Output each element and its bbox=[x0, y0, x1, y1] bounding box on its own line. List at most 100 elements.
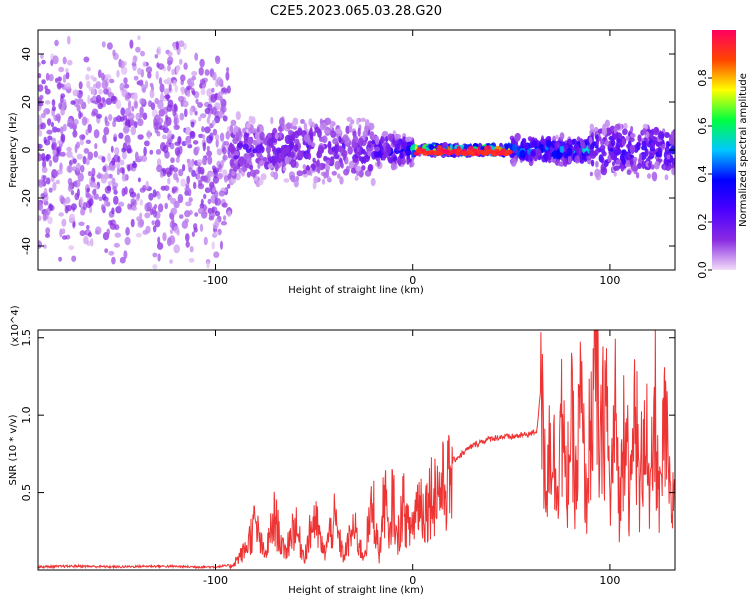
spectrogram-cell bbox=[576, 136, 581, 142]
spectrogram-cell bbox=[87, 170, 92, 177]
spectrogram-cell bbox=[290, 158, 297, 168]
spectrogram-cell bbox=[337, 173, 341, 179]
spectrogram-cell bbox=[174, 124, 180, 130]
spectrogram-cell bbox=[82, 155, 87, 165]
spectrogram-cell bbox=[98, 88, 103, 95]
spectrogram-cell bbox=[307, 139, 312, 146]
colorbar-tick-label: 0.0 bbox=[696, 261, 709, 279]
spectrogram-cell bbox=[97, 69, 102, 78]
spectrogram-cell bbox=[185, 201, 192, 207]
spectrogram-cell bbox=[86, 66, 91, 72]
spectrogram-cell bbox=[220, 220, 227, 226]
spectrogram-cell bbox=[387, 133, 394, 141]
spectrogram-cell bbox=[184, 139, 192, 146]
spectrogram-cell bbox=[186, 175, 191, 185]
spectrogram-cell bbox=[55, 77, 58, 83]
spectrogram-cell bbox=[197, 102, 204, 108]
spectrogram-cell bbox=[175, 67, 179, 75]
spectrogram-cell bbox=[60, 93, 66, 99]
spectrogram-cell bbox=[220, 240, 223, 250]
spectrogram-cell bbox=[602, 123, 607, 133]
spectrogram-cell bbox=[102, 134, 107, 144]
spectrogram-cell bbox=[657, 147, 662, 156]
spectrogram-cell bbox=[112, 120, 117, 128]
spectrogram-cell bbox=[65, 68, 69, 73]
spectrogram-cell bbox=[206, 116, 211, 125]
spectrogram-cell bbox=[81, 116, 88, 126]
spectrogram-cell bbox=[85, 139, 91, 144]
spectrogram-cell bbox=[259, 160, 265, 166]
spectrogram-cell bbox=[41, 59, 46, 65]
spectrogram-cell bbox=[79, 196, 84, 206]
spectrogram-cell bbox=[369, 131, 374, 137]
spectrogram-cell bbox=[110, 95, 116, 102]
spectrogram-cell bbox=[157, 253, 161, 262]
spectrogram-cell bbox=[217, 92, 221, 101]
spectrogram-cell bbox=[671, 167, 675, 176]
spectrogram-cell bbox=[78, 110, 82, 120]
spectrogram-cell bbox=[74, 192, 80, 201]
spectrogram-cell bbox=[286, 122, 292, 130]
spectrogram-cell bbox=[68, 213, 76, 223]
spectrogram-cell bbox=[204, 69, 210, 76]
spectrogram-cell bbox=[51, 121, 54, 128]
spectrogram-cell bbox=[38, 84, 44, 92]
spectrogram-cell bbox=[340, 162, 344, 169]
spectrogram-cell bbox=[367, 164, 373, 172]
spectrogram-cell bbox=[73, 118, 79, 126]
spectrogram-cell bbox=[136, 216, 141, 222]
spectrogram-cell bbox=[519, 149, 526, 159]
spectrogram-cell bbox=[119, 82, 125, 91]
spectrogram-cell bbox=[357, 137, 364, 147]
spectrogram-cell bbox=[191, 169, 197, 178]
spectrogram-cell bbox=[56, 146, 62, 153]
spectrogram-cell bbox=[319, 122, 327, 131]
spectrogram-cell bbox=[135, 46, 141, 53]
spectrogram-cell bbox=[56, 127, 61, 133]
spectrogram-cell bbox=[613, 165, 620, 171]
spectrogram-cell bbox=[194, 111, 198, 116]
spectrogram-cell bbox=[87, 151, 94, 161]
spectrogram-cell bbox=[323, 171, 327, 179]
spectrogram-cell bbox=[78, 221, 85, 226]
spectrogram-cell bbox=[142, 61, 147, 68]
spectrogram-cell bbox=[222, 146, 227, 155]
spectrogram-cell bbox=[198, 67, 204, 76]
spectrogram-cell bbox=[374, 151, 378, 158]
spectrogram-cell bbox=[95, 230, 99, 235]
spectrogram-cell bbox=[198, 116, 202, 122]
spectrogram-cell bbox=[222, 87, 227, 93]
spectrogram-cell bbox=[232, 137, 239, 145]
spectrogram-cell bbox=[223, 140, 230, 146]
spectrogram-cell bbox=[157, 192, 161, 200]
spectrogram-cell bbox=[109, 78, 115, 84]
spectrogram-cell bbox=[116, 167, 120, 176]
spectrogram-ytick-label: -40 bbox=[20, 237, 33, 255]
spectrogram-cell bbox=[563, 158, 568, 167]
spectrogram-cell bbox=[621, 137, 626, 147]
spectrogram-ticks: -100 0 100 -40 -20 0 20 40 bbox=[20, 30, 675, 287]
spectrogram-cell bbox=[40, 113, 46, 119]
spectrogram-cell bbox=[57, 83, 65, 88]
spectrogram-cell bbox=[68, 245, 75, 251]
spectrogram-cell bbox=[610, 139, 616, 147]
spectrogram-cell bbox=[605, 128, 612, 136]
spectrogram-cell bbox=[48, 159, 53, 167]
spectrogram-cell bbox=[192, 90, 196, 96]
spectrogram-cell bbox=[46, 129, 53, 135]
spectrogram-cell bbox=[363, 150, 366, 155]
spectrogram-cell bbox=[332, 121, 336, 127]
spectrogram-cell bbox=[113, 195, 119, 205]
spectrogram-cell bbox=[406, 136, 413, 142]
spectrogram-cell bbox=[321, 178, 326, 185]
spectrogram-cell bbox=[130, 126, 137, 136]
spectrogram-cell bbox=[191, 70, 198, 77]
spectrogram-cell bbox=[107, 164, 113, 171]
spectrogram-cell bbox=[279, 117, 285, 127]
spectrogram-cell bbox=[112, 49, 116, 57]
spectrogram-cell bbox=[370, 178, 376, 187]
spectrogram-cell bbox=[206, 150, 213, 157]
spectrogram-cell bbox=[166, 77, 172, 86]
spectrogram-cell bbox=[186, 91, 191, 98]
spectrogram-cell bbox=[650, 141, 656, 149]
